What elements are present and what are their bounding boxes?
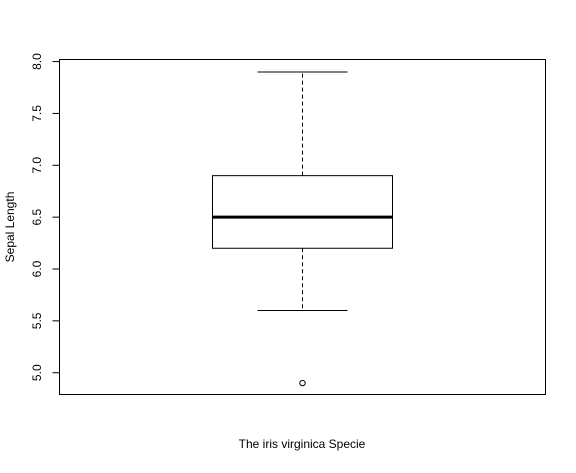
y-tick-label: 5.5 <box>30 312 44 329</box>
y-tick-label: 6.5 <box>30 208 44 225</box>
box-group <box>212 71 393 387</box>
outlier-point <box>299 379 306 387</box>
y-tick-label: 7.5 <box>30 105 44 122</box>
boxplot-series <box>212 71 393 387</box>
y-axis-label: Sepal Length <box>3 192 17 263</box>
x-axis-label: The iris virginica Specie <box>239 437 366 451</box>
y-tick-label: 8.0 <box>30 53 44 70</box>
y-tick-label: 5.0 <box>30 364 44 381</box>
y-tick-label: 7.0 <box>30 157 44 174</box>
y-axis-ticks: 5.0 5.5 6.0 6.5 7.0 7.5 8.0 <box>30 53 60 381</box>
interquartile-box <box>212 175 393 249</box>
y-tick-label: 6.0 <box>30 260 44 277</box>
